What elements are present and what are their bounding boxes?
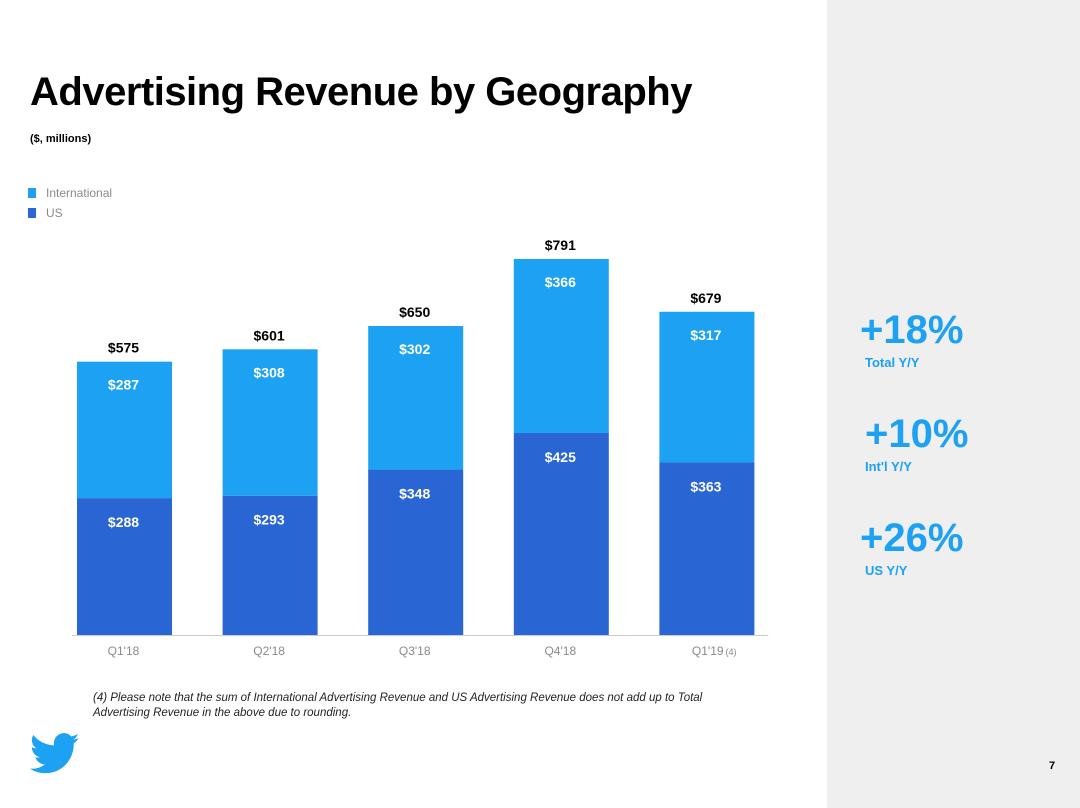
bar-international — [368, 326, 464, 470]
stat-total-value: +18% — [860, 308, 964, 352]
bar-label-international: $308 — [254, 364, 285, 380]
bar-total-label: $650 — [399, 304, 430, 320]
legend-swatch-international — [28, 188, 36, 198]
bar-international — [513, 259, 609, 433]
bar-total-label: $791 — [545, 237, 576, 253]
bar-label-us: $288 — [108, 514, 139, 530]
stat-intl-label: Int'l Y/Y — [865, 459, 912, 474]
legend-label-us: US — [46, 206, 63, 220]
stat-us-value: +26% — [860, 516, 964, 560]
bar-label-us: $425 — [545, 449, 576, 465]
bar-label-international: $317 — [690, 327, 721, 343]
legend-item-us: US — [28, 203, 112, 223]
bar-us — [368, 469, 464, 635]
bar-international — [77, 361, 172, 499]
stat-us-yy: +26% US Y/Y — [860, 516, 963, 578]
x-tick-label: Q4'18 — [544, 644, 576, 658]
stacked-bar-chart: $288 $287 $575 Q1'18 $293 $308 $601 Q2'18 $348 $3… — [72, 237, 768, 658]
bar-us — [222, 495, 318, 635]
stat-intl-value: +10% — [865, 412, 969, 456]
x-tick-label: Q2'18 — [253, 644, 285, 658]
bar-label-international: $287 — [108, 377, 139, 393]
stat-total-yy: +18% Total Y/Y — [860, 308, 963, 370]
x-tick-label: Q1'19 (4) — [692, 644, 737, 658]
units-subtitle: ($, millions) — [30, 133, 92, 145]
stat-intl-yy: +10% Int'l Y/Y — [865, 412, 968, 474]
legend-swatch-us — [28, 208, 36, 218]
x-tick-label: Q1'18 — [108, 644, 140, 658]
bar-label-us: $363 — [690, 478, 721, 494]
bar-total-label: $601 — [254, 327, 285, 343]
bar-label-international: $302 — [399, 341, 430, 357]
slide-title: Advertising Revenue by Geography — [30, 70, 692, 114]
legend-item-international: International — [28, 183, 112, 203]
bar-total-label: $679 — [690, 290, 721, 306]
page-number: 7 — [1049, 760, 1056, 772]
legend-label-international: International — [46, 186, 113, 200]
x-tick-label: Q3'18 — [399, 644, 431, 658]
side-panel — [827, 0, 1080, 808]
twitter-bird-icon — [30, 733, 80, 774]
bar-international — [659, 311, 755, 463]
stat-total-label: Total Y/Y — [865, 355, 920, 370]
bar-label-us: $348 — [399, 486, 430, 502]
bar-us — [659, 462, 755, 635]
bar-international — [222, 349, 318, 496]
bar-us — [77, 498, 172, 635]
stat-us-label: US Y/Y — [865, 563, 908, 578]
rounding-footnote: (4) Please note that the sum of Internat… — [93, 692, 703, 719]
bar-label-us: $293 — [254, 512, 285, 528]
bar-label-international: $366 — [545, 274, 576, 290]
footnote-marker: (4) — [726, 647, 737, 657]
bar-us — [513, 432, 609, 635]
bar-total-label: $575 — [108, 340, 139, 356]
chart-legend: International US — [28, 183, 112, 223]
